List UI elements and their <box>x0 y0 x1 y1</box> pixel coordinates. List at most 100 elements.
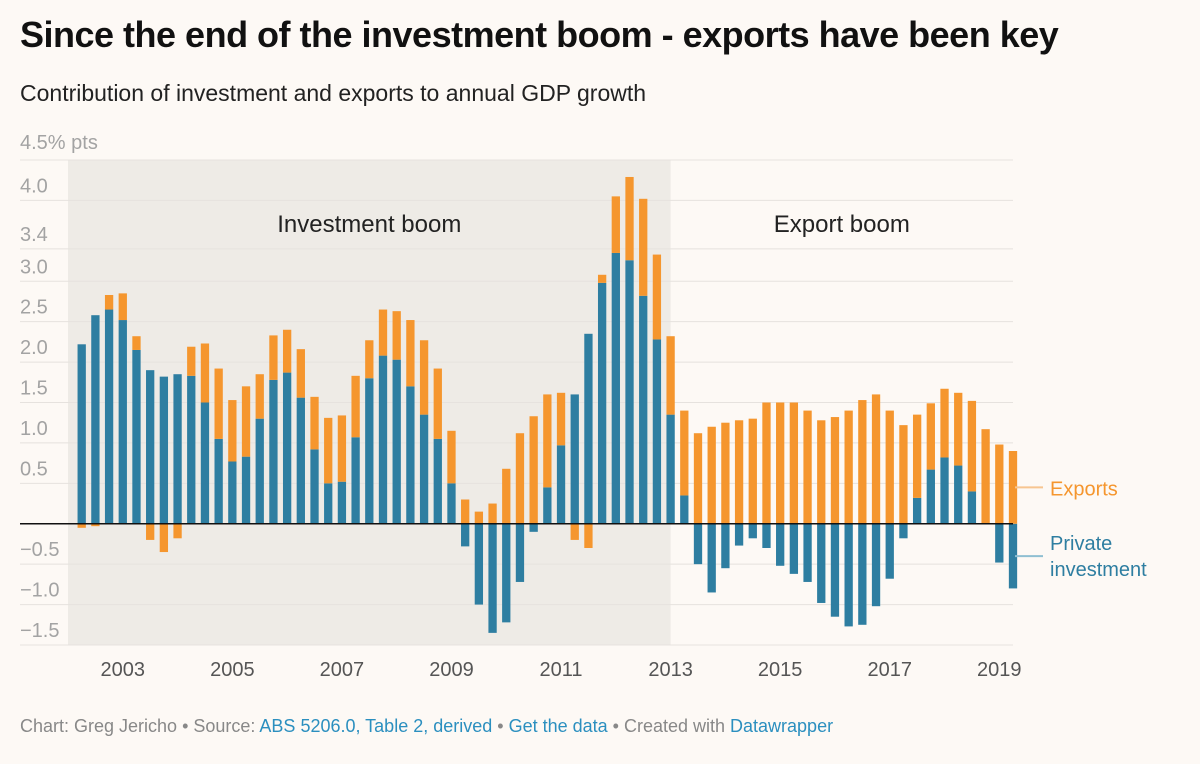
bar-exports <box>693 433 703 524</box>
bar-exports <box>77 523 86 528</box>
bar-exports <box>433 368 442 439</box>
bar-private-investment <box>296 397 305 524</box>
footer-sep: • Created with <box>607 716 731 736</box>
x-tick-label: 2005 <box>210 659 255 681</box>
bar-exports <box>748 418 757 524</box>
bar-exports <box>406 320 415 387</box>
bar-private-investment <box>1008 523 1018 589</box>
bar-private-investment <box>255 418 264 524</box>
bar-private-investment <box>214 438 223 524</box>
y-tick-label: 3.4 <box>20 224 48 246</box>
bar-private-investment <box>556 445 566 524</box>
legend-label-exports: Exports <box>1050 478 1118 500</box>
bar-private-investment <box>269 379 278 524</box>
bar-exports <box>132 336 141 350</box>
bar-exports <box>392 311 401 360</box>
x-tick-label: 2007 <box>320 659 365 681</box>
bar-private-investment <box>502 523 511 623</box>
bar-exports <box>803 410 812 524</box>
bar-exports <box>228 400 237 462</box>
bar-private-investment <box>570 394 579 524</box>
bar-private-investment <box>324 483 333 524</box>
bar-private-investment <box>707 523 716 593</box>
legend-label-private-investment: Private investment <box>1050 533 1147 581</box>
bar-exports <box>899 425 908 524</box>
bar-private-investment <box>146 370 155 524</box>
period-label: Export boom <box>774 211 910 238</box>
bar-exports <box>461 499 470 524</box>
bar-private-investment <box>132 349 141 524</box>
bar-exports <box>488 503 497 524</box>
bar-exports <box>187 346 196 376</box>
bar-exports <box>721 422 730 524</box>
bar-private-investment <box>91 315 100 524</box>
bar-private-investment <box>488 523 497 633</box>
chart-subtitle: Contribution of investment and exports t… <box>20 80 647 106</box>
bar-exports <box>556 392 566 446</box>
bar-exports <box>885 410 894 524</box>
bar-exports <box>597 274 607 283</box>
bar-exports <box>447 430 456 484</box>
x-tick-label: 2017 <box>867 659 912 681</box>
bar-exports <box>666 336 675 415</box>
footer-data-link[interactable]: Get the data <box>508 716 608 736</box>
bar-private-investment <box>666 414 675 524</box>
bar-exports <box>926 403 935 470</box>
bar-private-investment <box>392 359 401 524</box>
bar-exports <box>844 410 853 524</box>
footer-sep: • <box>492 716 509 736</box>
x-tick-label: 2019 <box>977 659 1022 681</box>
bar-private-investment <box>228 461 237 524</box>
bar-private-investment <box>803 523 812 582</box>
bar-exports <box>1008 451 1018 524</box>
bar-private-investment <box>365 378 374 524</box>
bar-private-investment <box>776 523 785 566</box>
bar-private-investment <box>597 282 607 524</box>
bar-exports <box>543 394 552 488</box>
bar-exports <box>639 198 648 296</box>
footer-source-link[interactable]: ABS 5206.0, Table 2, derived <box>259 716 493 736</box>
bar-exports <box>817 420 826 524</box>
bar-private-investment <box>954 465 963 524</box>
bar-private-investment <box>529 523 538 532</box>
bar-private-investment <box>461 523 470 547</box>
bar-private-investment <box>721 523 730 569</box>
bar-private-investment <box>173 374 182 524</box>
bar-private-investment <box>200 402 210 524</box>
y-tick-label: 1.5 <box>20 378 48 400</box>
bar-private-investment <box>611 252 620 524</box>
y-tick-label: 1.0 <box>20 418 48 440</box>
bar-exports <box>570 523 579 540</box>
bar-exports <box>871 394 881 524</box>
stacked-bar-chart: 4.0 3.4 3.0 2.5 2.0 1.5 1.0 0.5 −0.5 −1.0 −1.5 4.5%… <box>20 132 1147 681</box>
bar-exports <box>762 402 771 524</box>
bar-private-investment <box>844 523 853 627</box>
bar-exports <box>241 386 251 457</box>
bar-exports <box>954 392 963 466</box>
bar-exports <box>912 414 922 498</box>
chart-title: Since the end of the investment boom - e… <box>20 14 1059 55</box>
y-unit-label: 4.5% pts <box>20 132 98 154</box>
bar-exports <box>652 254 662 340</box>
bar-exports <box>981 429 990 524</box>
bar-exports <box>776 402 785 524</box>
bar-private-investment <box>406 386 415 524</box>
bar-private-investment <box>282 372 292 524</box>
bar-exports <box>365 340 374 379</box>
bar-exports <box>474 511 484 524</box>
footer-tool-link[interactable]: Datawrapper <box>730 716 834 736</box>
bar-private-investment <box>885 523 894 579</box>
bar-private-investment <box>639 295 648 524</box>
bar-exports <box>680 410 689 496</box>
bar-private-investment <box>817 523 826 603</box>
bar-exports <box>324 417 333 484</box>
bar-private-investment <box>789 523 799 574</box>
bar-exports <box>310 396 319 450</box>
bar-private-investment <box>995 523 1004 563</box>
y-tick-label: 3.0 <box>20 256 48 278</box>
bar-private-investment <box>474 523 484 605</box>
x-tick-label: 2015 <box>758 659 803 681</box>
y-tick-label: −1.0 <box>20 580 59 602</box>
x-tick-label: 2003 <box>101 659 146 681</box>
x-tick-label: 2011 <box>540 659 583 681</box>
